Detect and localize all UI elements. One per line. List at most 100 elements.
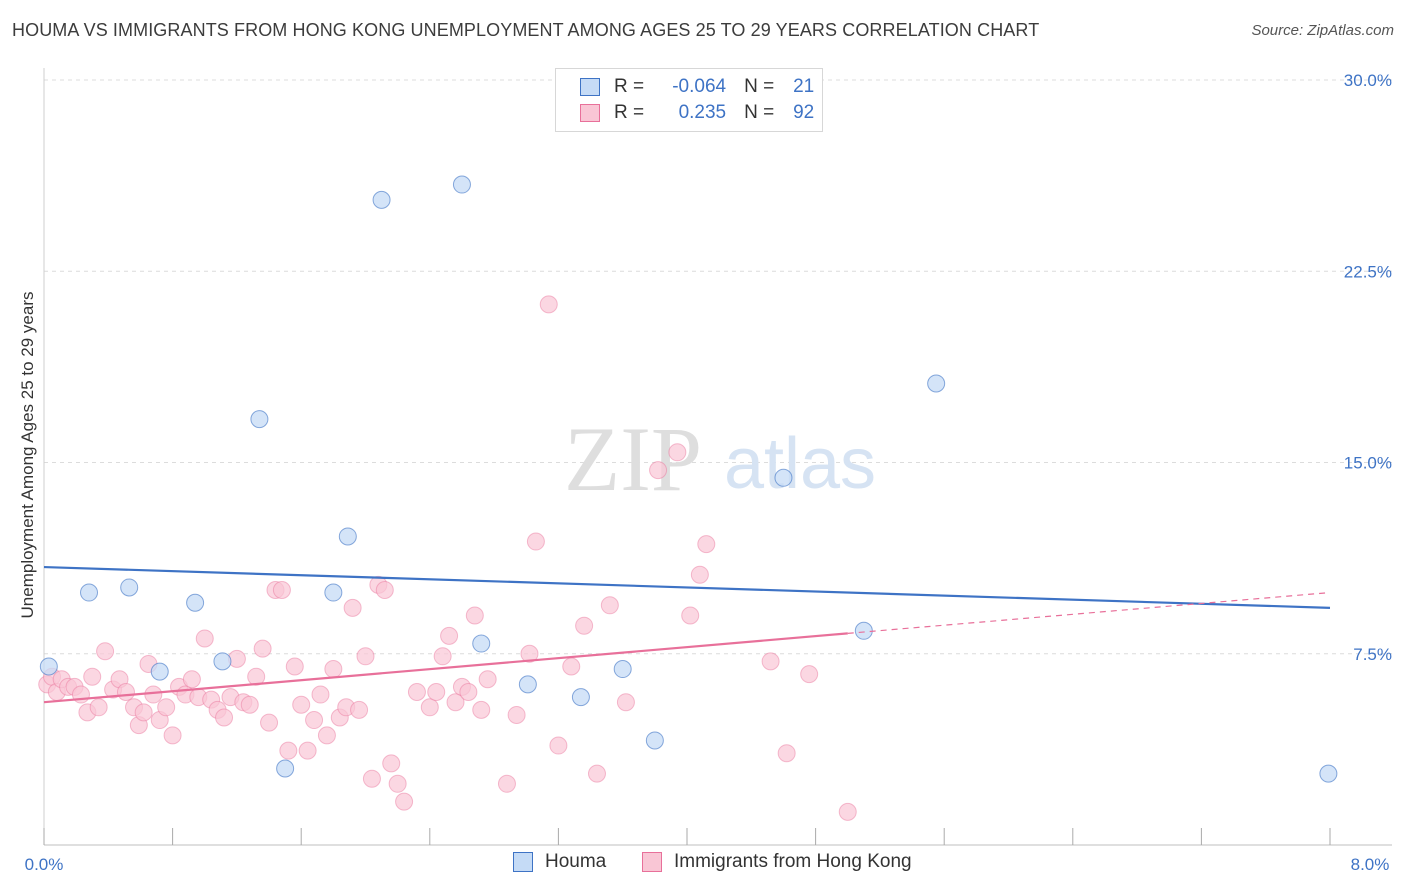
point-hongkong (497, 774, 516, 793)
point-hongkong (800, 665, 819, 684)
legend-r-value: 0.235 (678, 102, 727, 123)
point-hongkong (761, 652, 780, 671)
point-houma (774, 468, 793, 487)
point-hongkong (520, 644, 539, 663)
points-layer (38, 175, 1338, 821)
series-label-hongkong: Immigrants from Hong Kong (674, 851, 912, 872)
y-tick-label: 7.5% (1353, 645, 1392, 664)
point-hongkong (195, 629, 214, 648)
watermark: ZIP atlas (564, 408, 876, 510)
point-hongkong (420, 698, 439, 717)
series-swatch-houma (513, 852, 533, 872)
point-hongkong (83, 667, 102, 686)
point-hongkong (350, 700, 369, 719)
point-hongkong (616, 693, 635, 712)
legend-row-houma: R = -0.064 N = 21 (580, 74, 814, 100)
point-hongkong (247, 667, 266, 686)
point-houma (518, 675, 537, 694)
point-hongkong (144, 685, 163, 704)
legend-swatch-hongkong (580, 104, 600, 122)
legend-n-value: 92 (793, 102, 815, 123)
legend-n-label: N = (744, 76, 775, 97)
point-hongkong (446, 693, 465, 712)
point-hongkong (116, 683, 135, 701)
point-hongkong (465, 606, 484, 625)
stats-legend: R = -0.064 N = 21 R = 0.235 N = 92 (555, 68, 823, 132)
point-hongkong (182, 670, 201, 689)
chart-title: HOUMA VS IMMIGRANTS FROM HONG KONG UNEMP… (12, 20, 1040, 40)
point-hongkong (298, 741, 317, 760)
trendline-hongkong (43, 632, 848, 704)
point-hongkong (292, 695, 311, 714)
y-tick-label: 15.0% (1344, 454, 1392, 473)
series-swatch-hongkong (642, 852, 662, 872)
point-houma (613, 660, 632, 679)
legend-r-label: R = (614, 76, 645, 97)
point-hongkong (681, 606, 700, 625)
series-legend-houma[interactable]: Houma (513, 851, 606, 873)
point-hongkong (472, 700, 491, 719)
point-houma (452, 175, 471, 194)
point-hongkong (317, 726, 336, 745)
point-hongkong (690, 565, 709, 584)
point-houma (854, 621, 873, 640)
point-hongkong (668, 443, 687, 462)
point-hongkong (215, 708, 234, 727)
point-hongkong (539, 295, 558, 314)
point-hongkong (526, 532, 545, 551)
point-hongkong (96, 642, 115, 661)
point-houma (186, 593, 205, 612)
x-tick-label: 8.0% (1351, 855, 1390, 874)
point-hongkong (356, 647, 375, 666)
point-hongkong (324, 660, 343, 679)
point-hongkong (240, 695, 259, 714)
x-tick-label: 0.0% (25, 855, 64, 874)
point-hongkong (459, 683, 478, 701)
legend-row-hongkong: R = 0.235 N = 92 (580, 100, 814, 126)
point-houma (120, 578, 139, 597)
point-hongkong (343, 598, 362, 617)
grid-layer (44, 79, 1392, 655)
tick-labels: 7.5% 15.0% 22.5% 30.0% 0.0% 8.0% (25, 71, 1392, 874)
legend-n-label: N = (744, 102, 775, 123)
point-hongkong (407, 683, 426, 701)
trendline-hongkong-extension (847, 591, 1331, 634)
point-houma (1319, 764, 1338, 783)
point-hongkong (163, 726, 182, 745)
point-hongkong (587, 764, 606, 783)
point-hongkong (440, 626, 459, 645)
point-houma (472, 634, 491, 653)
legend-r-label: R = (614, 102, 645, 123)
point-houma (645, 731, 664, 750)
point-houma (150, 662, 169, 681)
source-label: Source: ZipAtlas.com (1251, 22, 1394, 39)
point-hongkong (395, 792, 414, 811)
trend-layer (43, 565, 1331, 704)
point-hongkong (279, 741, 298, 760)
point-hongkong (562, 657, 581, 676)
axis-layer (43, 68, 1392, 846)
point-hongkong (777, 744, 796, 763)
point-houma (571, 688, 590, 707)
point-hongkong (157, 698, 176, 717)
point-hongkong (362, 769, 381, 788)
legend-r-value: -0.064 (672, 76, 727, 97)
point-hongkong (507, 705, 526, 724)
point-hongkong (134, 703, 153, 722)
point-houma (324, 583, 343, 602)
point-hongkong (649, 461, 668, 480)
series-label-houma: Houma (545, 851, 607, 872)
y-tick-label: 22.5% (1344, 262, 1392, 281)
point-hongkong (382, 754, 401, 773)
series-legend-hongkong[interactable]: Immigrants from Hong Kong (642, 851, 912, 873)
legend-n-value: 21 (793, 76, 815, 97)
point-hongkong (89, 698, 108, 717)
trendline-houma (43, 565, 1331, 609)
point-hongkong (575, 616, 594, 635)
point-hongkong (311, 685, 330, 704)
point-houma (80, 583, 99, 602)
y-tick-label: 30.0% (1344, 71, 1392, 90)
point-houma (927, 374, 946, 393)
point-houma (213, 652, 232, 671)
